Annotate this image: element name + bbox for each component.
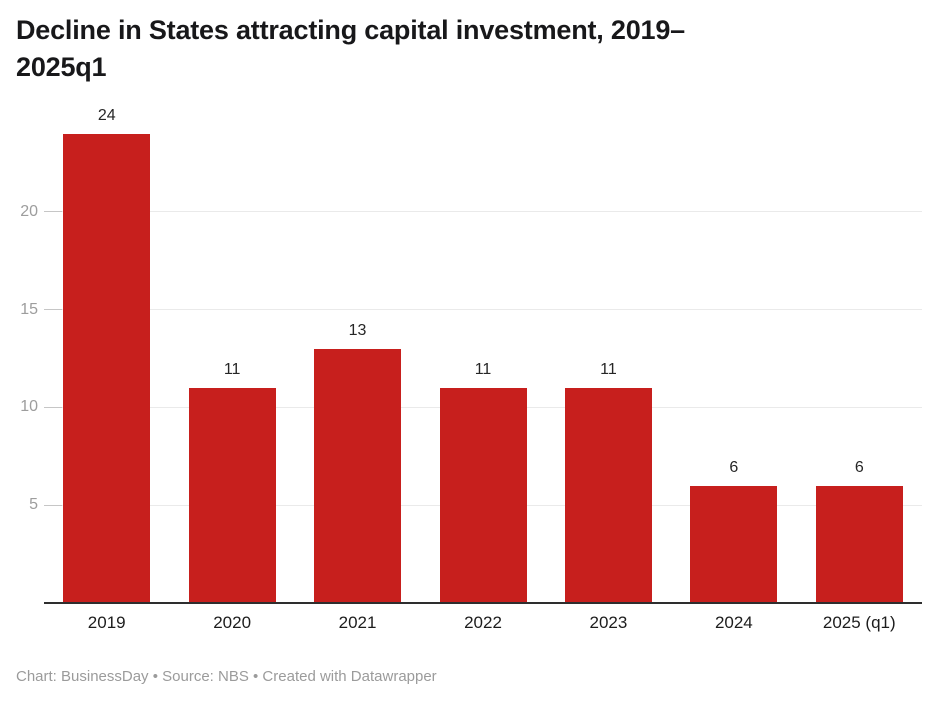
- bar: [564, 387, 652, 603]
- x-axis-label: 2023: [589, 613, 628, 632]
- y-tick-label: 5: [29, 496, 38, 514]
- x-axis-label: 2025 (q1): [822, 613, 896, 632]
- bar-value-label: 11: [223, 360, 241, 378]
- y-tick-label: 15: [20, 300, 38, 318]
- y-axis-tick: [44, 309, 62, 311]
- chart-footer: Chart: BusinessDay • Source: NBS • Creat…: [16, 668, 437, 685]
- bar-value-label: 6: [729, 458, 739, 476]
- bar: [63, 133, 151, 603]
- x-axis-label: 2021: [338, 613, 377, 632]
- x-axis-label: 2022: [464, 613, 502, 632]
- chart-title-line-1: Decline in States attracting capital inv…: [16, 15, 685, 45]
- bar: [314, 348, 402, 603]
- chart-title: Decline in States attracting capital inv…: [16, 12, 896, 86]
- bar: [690, 485, 778, 603]
- x-axis-label: 2024: [714, 613, 753, 632]
- y-tick-label: 20: [20, 202, 38, 220]
- y-axis-tick: [44, 211, 62, 213]
- y-gridline: [44, 309, 922, 311]
- x-axis-label: 2019: [87, 613, 126, 632]
- chart-title-line-2: 2025q1: [16, 52, 107, 82]
- bar-value-label: 13: [348, 321, 367, 339]
- bar-value-label: 24: [97, 106, 116, 124]
- bar-value-label: 11: [600, 360, 617, 378]
- bar: [815, 485, 903, 603]
- x-axis-baseline: [44, 602, 922, 604]
- bar-value-label: 11: [474, 360, 492, 378]
- x-axis-label: 2020: [213, 613, 252, 632]
- y-axis-tick: [44, 504, 62, 506]
- bar: [188, 387, 276, 603]
- y-tick-label: 10: [20, 398, 38, 416]
- y-axis-tick: [44, 406, 62, 408]
- bar-value-label: 6: [854, 458, 864, 476]
- bar: [439, 387, 527, 603]
- y-gridline: [44, 211, 922, 213]
